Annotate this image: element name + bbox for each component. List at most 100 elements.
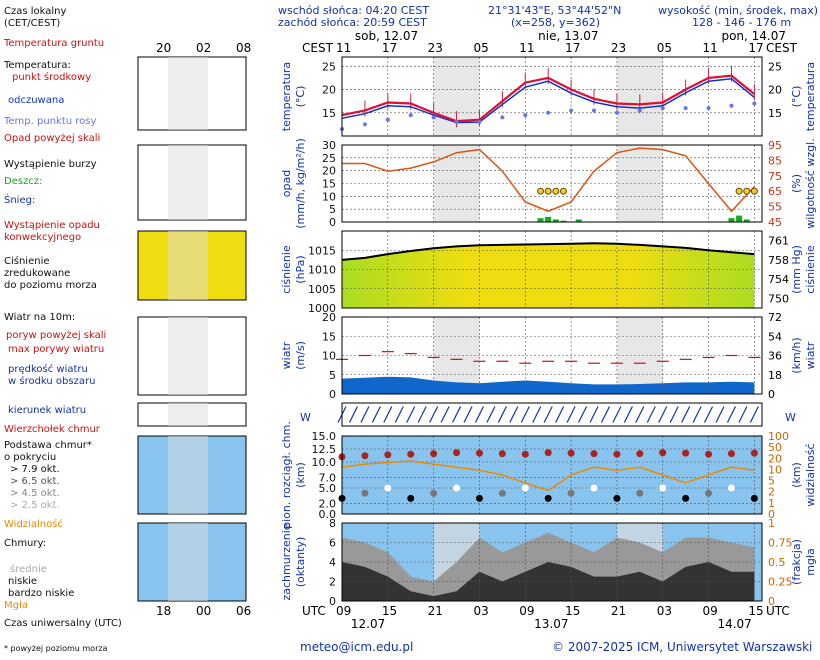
cloud-top-dot [705,450,713,458]
cest-hour: 11 [703,41,718,55]
legend-label: Czas lokalny [4,6,67,17]
cloud-base-dot [453,484,461,492]
cloud-top-dot [544,449,552,457]
legend-night [168,145,208,220]
legend-label: do poziomu morza [4,280,97,291]
wind-arrow [612,406,622,423]
legend-bottom-hour: 06 [236,604,251,618]
cloud-top-dot [750,449,758,457]
wind-arrow [704,406,714,423]
fog-tick: 0.25 [768,576,793,589]
temp-tick: 15 [322,107,336,120]
visibility-tick: 10 [768,463,782,476]
wind-axis-label: (m/s) [294,341,307,370]
footer-copyright: © 2007-2025 ICM, Uniwersytet Warszawski [552,640,812,654]
legend-label: w środku obszaru [8,375,95,387]
legend-column: Czas lokalny(CET/CEST) Temperatura gruntu… [3,6,251,629]
dew-point [637,108,642,113]
precip-tick: 0 [329,216,336,229]
rain-bar [560,220,567,222]
footnote: * powyżej poziomu morza [4,644,108,653]
wind-arrow [497,406,507,423]
wind-arrow [681,406,691,423]
legend-night [168,57,208,130]
cloud-base-dot [659,484,667,492]
wind-tick-r: 72 [768,311,782,324]
cloudbase-axis-label-r: widzialność [804,443,817,506]
pressure-area [342,243,755,308]
sunset-text: zachód słońca: 20:59 CEST [278,16,427,29]
cover-axis-label: (oktanty) [294,537,307,588]
pressure-line [341,242,755,261]
rain-bar [545,216,552,222]
cloudbase-axis-label: (km) [294,462,307,488]
wind-arrow [658,406,668,423]
dew-point [706,106,711,111]
legend-label: > 4.5 okt. [10,488,60,499]
legend-night [168,317,208,395]
utc-hour: 03 [657,604,672,618]
cover-tick: 8 [329,517,336,530]
cloud-base-dot [407,494,415,502]
wind-tick: 0 [329,388,336,401]
precip-axis-label-r: (%) [790,174,803,193]
cloud-base-dot [544,494,552,502]
humidity-tick: 75 [768,170,782,183]
cover-axis-label-r: mgła [804,548,817,576]
cloudbase-tick: 7.0 [319,472,337,485]
cloud-top-dot [475,449,483,457]
wind-axis-label-r: (km/h) [790,337,803,373]
humidity-tick: 45 [768,216,782,229]
cloudbase-frame [341,435,763,515]
wind-arrow [406,406,416,423]
legend-label: > 2.5 okt. [10,500,60,511]
footer-email[interactable]: meteo@icm.edu.pl [300,640,413,654]
wind-tick: 20 [322,311,336,324]
precip-tick: 10 [322,190,336,203]
wind-arrow [646,406,656,423]
cloudbase-axis-label: pion. rozciągł. chm. [280,421,293,529]
cloudbase-tick: 5.0 [319,482,337,495]
rain-bar [736,215,743,222]
legend-label: > 7.9 okt. [10,464,60,475]
wind-tick-r: 18 [768,369,782,382]
cover-axis-label-r: (frakcja) [790,539,803,585]
legend-label: poryw powyżej skali [6,330,106,341]
wind-frame [341,316,763,395]
cloudbase-tick: 12.5 [312,443,337,456]
legend-label: Czas uniwersalny (UTC) [4,618,122,629]
dew-point [431,115,436,120]
cloud-top-dot [521,450,529,458]
precip-axis-label: opad [280,170,293,197]
pressure-axis-label: (hPa) [294,255,307,283]
cover-tick: 0 [329,595,336,608]
pressure-tick-r: 754 [768,273,789,286]
wind-arrow [578,406,588,423]
precip-tick: 5 [329,203,336,216]
cloud-base-dot [361,489,369,497]
wind-arrow [383,406,393,423]
legend-label: (CET/CEST) [4,18,60,29]
day-label-bottom: 14.07 [717,617,751,631]
pressure-frame [341,230,763,309]
legend-label: Widzialność [4,518,63,530]
dew-point [729,103,734,108]
rain-bar [728,218,735,222]
wind-tick-r: 0 [768,388,775,401]
legend-label: Podstawa chmur* [4,440,92,451]
legend-label: Mgła [4,600,28,611]
legend-label: Temperatura gruntu [3,38,104,49]
wind-arrow [348,406,358,423]
legend-label: Wierzchołek chmur [4,424,101,435]
cloud-top-dot [613,450,621,458]
pressure-axis-label-r: ciśnienie [804,245,817,294]
cest-label-r: CEST [766,41,798,55]
dew-point [592,108,596,113]
feels-line [341,78,755,124]
wind-axis-label: wiatr [280,341,293,369]
wind-arrow [715,406,725,423]
